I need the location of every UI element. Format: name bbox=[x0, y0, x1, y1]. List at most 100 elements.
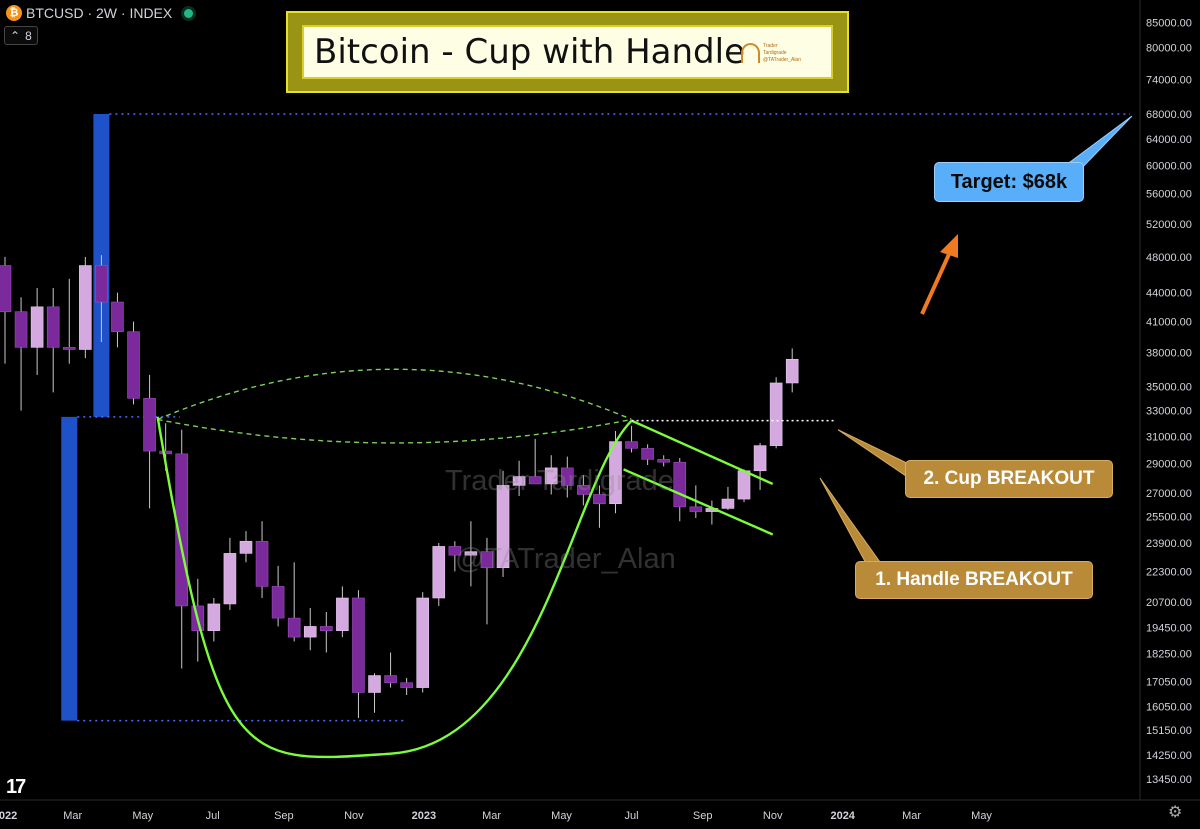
x-tick-label: Mar bbox=[63, 810, 82, 822]
x-tick-label: May bbox=[132, 810, 153, 822]
candle bbox=[368, 673, 381, 713]
candle-body bbox=[159, 450, 172, 455]
candle bbox=[30, 287, 44, 375]
gear-icon[interactable]: ⚙ bbox=[1168, 804, 1183, 821]
time-axis[interactable]: 2022 Mar May Jul Sep Nov 2023 Mar May Jul Sep Nov 20… bbox=[0, 810, 992, 822]
candle bbox=[95, 255, 108, 343]
x-tick-label: 2023 bbox=[412, 810, 436, 822]
chart-overlays-back bbox=[61, 113, 1130, 722]
y-tick-label: 74000.00 bbox=[1146, 74, 1192, 86]
candle-body bbox=[368, 675, 381, 693]
candle-body bbox=[544, 467, 558, 485]
candle bbox=[753, 442, 767, 490]
candle-body bbox=[512, 476, 526, 486]
author-logo: Trader Tardigrade @TATrader_Alan bbox=[741, 41, 801, 65]
watermark-name: Trader Tardigrade bbox=[445, 465, 674, 497]
y-tick-label: 31000.00 bbox=[1146, 431, 1192, 443]
x-tick-label: May bbox=[551, 810, 572, 822]
candle bbox=[448, 541, 462, 572]
symbol-header[interactable]: ₿ BTCUSD · 2W · INDEX bbox=[0, 2, 194, 24]
candle bbox=[705, 500, 719, 525]
x-tick-label: 2022 bbox=[0, 810, 17, 822]
candle bbox=[239, 531, 253, 563]
candle bbox=[528, 438, 542, 485]
candle-body bbox=[432, 546, 446, 599]
symbol-label[interactable]: BTCUSD · 2W · INDEX bbox=[26, 5, 173, 21]
candle-body bbox=[271, 586, 285, 619]
cup-breakout-callout[interactable]: 2. Cup BREAKOUT bbox=[905, 460, 1113, 498]
candle-body bbox=[287, 617, 301, 638]
y-tick-label: 29000.00 bbox=[1146, 459, 1192, 471]
candle-body bbox=[336, 597, 349, 631]
y-tick-label: 52000.00 bbox=[1146, 219, 1192, 231]
candle-body bbox=[528, 476, 542, 485]
candle-body bbox=[753, 445, 767, 472]
candle bbox=[464, 521, 478, 587]
candle bbox=[544, 455, 558, 495]
candle bbox=[512, 460, 526, 496]
x-tick-label: Jul bbox=[625, 810, 639, 822]
chevron-up-icon: ⌃ bbox=[10, 28, 21, 43]
x-tick-label: Mar bbox=[482, 810, 501, 822]
candle bbox=[303, 607, 317, 651]
price-axis[interactable]: 85000.00 80000.00 74000.00 68000.00 64000.00… bbox=[1146, 17, 1192, 785]
y-tick-label: 56000.00 bbox=[1146, 189, 1192, 201]
candle bbox=[46, 287, 60, 393]
candle bbox=[143, 374, 156, 509]
handle-breakout-callout[interactable]: 1. Handle BREAKOUT bbox=[855, 561, 1093, 599]
candle bbox=[641, 444, 654, 466]
y-tick-label: 17050.00 bbox=[1146, 677, 1192, 689]
chart-grid bbox=[0, 0, 1200, 801]
x-tick-label: Sep bbox=[693, 810, 713, 822]
candle-body bbox=[721, 498, 735, 509]
candle-body bbox=[255, 540, 269, 587]
candle bbox=[577, 475, 590, 506]
y-tick-label: 23900.00 bbox=[1146, 538, 1192, 550]
projection-arrow-head bbox=[940, 234, 958, 258]
candle bbox=[400, 677, 413, 695]
y-tick-label: 85000.00 bbox=[1146, 17, 1192, 29]
market-status-icon bbox=[184, 8, 194, 18]
candle-body bbox=[657, 459, 670, 463]
candle-body bbox=[14, 311, 28, 348]
candle bbox=[111, 292, 124, 348]
handle-lower-line bbox=[623, 468, 774, 536]
author-logo-line1: Trader Tardigrade bbox=[762, 42, 787, 56]
indicator-toggle[interactable]: ⌃ 8 bbox=[4, 26, 38, 45]
candle-body bbox=[448, 546, 462, 556]
candle-body bbox=[0, 265, 12, 312]
handle-callout-pointer bbox=[819, 477, 881, 568]
y-tick-label: 19450.00 bbox=[1146, 622, 1192, 634]
candle bbox=[352, 590, 365, 718]
candle bbox=[560, 456, 574, 498]
candle bbox=[79, 256, 92, 359]
y-tick-label: 60000.00 bbox=[1146, 160, 1192, 172]
candle-body bbox=[577, 485, 590, 495]
candle bbox=[769, 377, 783, 449]
candle-body bbox=[400, 682, 413, 688]
candle bbox=[416, 592, 430, 693]
y-tick-label: 13450.00 bbox=[1146, 774, 1192, 786]
x-tick-label: Sep bbox=[274, 810, 294, 822]
candle-body bbox=[641, 448, 654, 460]
y-tick-label: 35000.00 bbox=[1146, 381, 1192, 393]
candle bbox=[207, 598, 221, 642]
tradingview-logo[interactable]: 17 bbox=[6, 776, 26, 798]
candle-body bbox=[689, 506, 703, 512]
candle bbox=[384, 652, 397, 688]
x-tick-label: May bbox=[971, 810, 992, 822]
indicator-count: 8 bbox=[25, 28, 32, 43]
candle bbox=[625, 425, 638, 453]
y-tick-label: 18250.00 bbox=[1146, 649, 1192, 661]
candle-body bbox=[560, 467, 574, 486]
y-tick-label: 14250.00 bbox=[1146, 750, 1192, 762]
y-tick-label: 64000.00 bbox=[1146, 134, 1192, 146]
candle-body bbox=[320, 626, 333, 631]
title-banner-inner: Bitcoin - Cup with Handle Trader Tardigr… bbox=[302, 25, 833, 79]
candle-body bbox=[785, 358, 799, 384]
target-callout[interactable]: Target: $68k bbox=[934, 162, 1084, 202]
candle bbox=[657, 455, 670, 467]
x-tick-label: Nov bbox=[344, 810, 364, 822]
candle-body bbox=[769, 382, 783, 446]
